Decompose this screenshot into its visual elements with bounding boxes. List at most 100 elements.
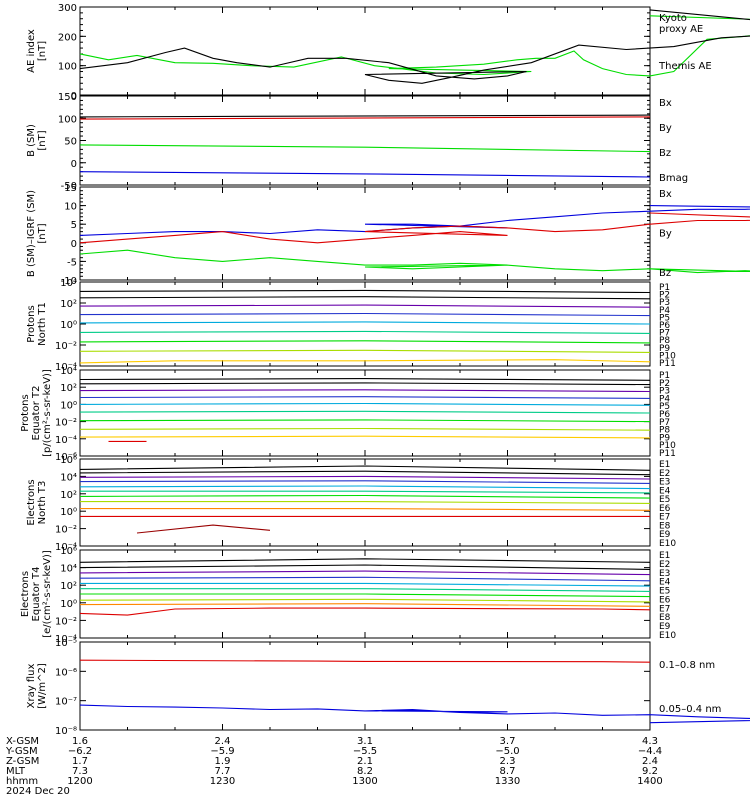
- legend-label: P7: [659, 329, 670, 339]
- y-tick-label: 10⁰: [60, 507, 77, 518]
- legend-label: P5: [659, 313, 670, 323]
- series-e8: [80, 501, 651, 504]
- panel-frame: [79, 6, 651, 96]
- legend-label: Kyoto: [659, 13, 687, 24]
- panel-frame: [79, 186, 651, 281]
- x-tick-label: −5.9: [210, 746, 234, 757]
- x-tick-label: −5.0: [495, 746, 519, 757]
- y-tick-label: 100: [58, 62, 77, 73]
- y-tick-label: 150: [58, 92, 77, 103]
- x-tick-label: −6.2: [68, 746, 92, 757]
- y-tick-label: -10: [61, 276, 77, 287]
- y-tick-label: -5: [67, 257, 77, 268]
- series-e10: [79, 607, 651, 616]
- legend-label: E1: [659, 460, 670, 470]
- panel-p2: 10⁻⁶ 10⁻⁴ 10⁻² 10⁰ 10² 10⁴ Protons Equator T2 [p…: [20, 366, 676, 463]
- legend-label: P4: [659, 394, 670, 404]
- y-tick-label: 50: [64, 137, 77, 148]
- legend-label: E10: [659, 539, 676, 549]
- row-label: Y-GSM: [5, 746, 38, 757]
- x-tick-label: 3.1: [357, 736, 373, 747]
- y-tick-label: 5: [71, 220, 77, 231]
- y-tick-label: 10⁴: [60, 472, 77, 483]
- legend-label: Bz: [659, 148, 671, 159]
- y-tick-label: 10⁻⁴: [55, 362, 77, 373]
- y-tick-label: 10⁰: [60, 320, 77, 331]
- legend-label: P10: [659, 441, 676, 451]
- y-tick-label: 10⁻⁸: [55, 726, 77, 737]
- panel-frame: [79, 281, 651, 367]
- y-axis-label: [p/(cm²-s-sr-keV)]: [42, 369, 53, 457]
- legend-label: P11: [659, 449, 676, 459]
- panel-e4: 10⁻⁴ 10⁻² 10⁰ 10² 10⁴ 10⁶ Electrons Equator T4[…: [20, 546, 676, 645]
- series-e8: [79, 598, 651, 603]
- y-tick-label: 10⁻⁴: [55, 435, 77, 446]
- series-e6: [80, 490, 651, 494]
- legend-label: P4: [659, 306, 670, 316]
- legend-label: Bmag: [659, 173, 688, 184]
- legend-label: P7: [659, 418, 670, 428]
- legend-label: E2: [659, 560, 670, 570]
- legend-label: E5: [659, 587, 670, 597]
- y-tick-label: 100: [58, 114, 77, 125]
- series-p7: [79, 340, 651, 344]
- y-tick-label: 10²: [60, 581, 77, 592]
- y-tick-label: 10⁻⁵: [55, 638, 77, 649]
- series-e9: [79, 603, 651, 607]
- x-tick-label: 2.4: [215, 736, 231, 747]
- legend-label: P1: [659, 283, 670, 293]
- series-e4: [79, 480, 651, 484]
- y-axis-label: AE index: [26, 29, 37, 73]
- series-by: [79, 144, 651, 153]
- y-tick-label: 10⁻⁴: [55, 634, 77, 645]
- x-tick-label: 1200: [67, 776, 92, 787]
- legend-label: P5: [659, 402, 670, 412]
- y-axis-label: Protons: [20, 394, 31, 431]
- legend-label: P3: [659, 387, 670, 397]
- series-p4: [79, 312, 651, 317]
- legend-label: P8: [659, 336, 670, 346]
- y-axis-label: [nT]: [37, 41, 48, 61]
- x-tick-label: 7.7: [215, 766, 231, 777]
- series-e1: [79, 465, 651, 471]
- y-axis-label: [W/m^2]: [37, 663, 48, 709]
- y-tick-label: 10²: [60, 383, 77, 394]
- y-tick-label: 10⁻²: [55, 341, 77, 352]
- x-tick-label: 1300: [352, 776, 377, 787]
- series-e7: [79, 494, 651, 499]
- x-tick-label: 1330: [495, 776, 520, 787]
- series-bx: [79, 205, 750, 236]
- y-tick-label: 10⁻⁶: [55, 452, 77, 463]
- y-tick-label: 10⁰: [60, 599, 77, 610]
- y-tick-label: 300: [58, 3, 77, 14]
- y-tick-label: -50: [61, 181, 77, 192]
- y-axis-label: B (SM)–IGRF (SM): [26, 190, 37, 277]
- x-tick-label: 4.3: [642, 736, 658, 747]
- y-tick-label: 0: [71, 159, 77, 170]
- legend-label: P10: [659, 351, 676, 361]
- y-axis-label: Xray flux: [26, 664, 37, 709]
- y-tick-label: 10⁴: [60, 564, 77, 575]
- legend-label: P6: [659, 410, 670, 420]
- x-tick-label: 1.6: [72, 736, 88, 747]
- series-p2: [79, 382, 651, 386]
- row-label: MLT: [6, 766, 26, 777]
- legend-label: Themis AE: [658, 61, 712, 72]
- legend-label: By: [659, 229, 672, 240]
- series-p1: [79, 289, 651, 294]
- panel-p1: 10⁻⁴ 10⁻² 10⁰ 10² 10⁴ Protons North T1 P1P2P3P4…: [26, 278, 676, 373]
- legend-label: P9: [659, 433, 670, 443]
- series-e10-lower: [136, 524, 271, 534]
- date-label: 2024 Dec 20: [6, 786, 70, 797]
- series-themis-ae: [79, 9, 750, 84]
- y-tick-label: 10⁰: [60, 400, 77, 411]
- series-e6: [80, 588, 651, 592]
- series-e3: [79, 570, 651, 576]
- legend-label: E8: [659, 521, 671, 531]
- legend-label: E10: [659, 631, 676, 641]
- y-tick-label: 10⁻²: [55, 525, 77, 536]
